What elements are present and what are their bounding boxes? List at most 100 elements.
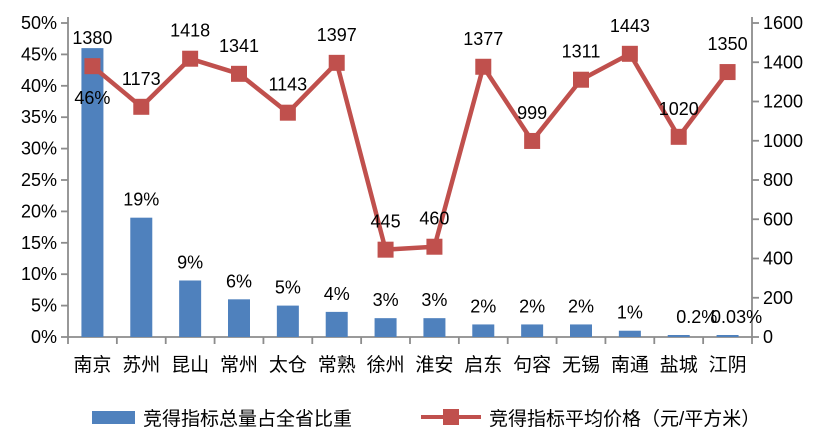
y-tick-label-left: 10% — [21, 264, 57, 284]
line-marker — [621, 45, 638, 62]
x-tick-label: 句容 — [513, 354, 551, 376]
bar — [570, 324, 592, 337]
line-marker — [328, 54, 345, 71]
line-marker — [475, 58, 492, 75]
x-tick-label: 南通 — [611, 354, 649, 376]
y-tick-label-right: 600 — [763, 209, 793, 229]
line-value-label: 1143 — [268, 75, 307, 95]
legend-label-bar-series: 竞得指标总量占全省比重 — [143, 408, 353, 430]
y-tick-label-left: 25% — [21, 170, 57, 190]
line-value-label: 460 — [419, 209, 449, 229]
bar — [179, 280, 202, 337]
bar-value-label: 4% — [324, 284, 350, 304]
line-swatch-marker — [443, 409, 459, 425]
y-tick-label-right: 400 — [763, 249, 793, 269]
bar — [276, 305, 299, 337]
y-tick-label-left: 15% — [21, 233, 57, 253]
line-marker — [573, 71, 589, 88]
bar — [521, 324, 544, 337]
x-tick-label: 苏州 — [122, 354, 160, 376]
x-tick-label: 江阴 — [709, 354, 747, 376]
line-marker — [670, 128, 687, 145]
line-value-label: 445 — [371, 212, 401, 232]
line-value-label: 1397 — [317, 25, 357, 45]
x-tick-label: 徐州 — [367, 354, 405, 376]
combo-chart: 0% 5% 10% 15% 20% 25% 30% 35% 40% 45% 50% 0 200 400 60… — [21, 13, 803, 376]
y-tick-label-right: 1600 — [763, 13, 803, 33]
y-tick-label-left: 35% — [21, 107, 57, 127]
line-marker — [84, 58, 101, 75]
bar — [618, 330, 641, 337]
x-tick-label: 昆山 — [171, 354, 209, 376]
bar-value-label: 1% — [617, 303, 643, 323]
bar-value-label: 2% — [519, 296, 545, 316]
bar-value-label: 0.2% — [676, 307, 717, 327]
bar-value-label: 46% — [74, 88, 110, 108]
line-value-label: 1173 — [122, 69, 161, 89]
line-marker — [279, 104, 296, 121]
line-marker — [719, 64, 736, 81]
line-marker — [133, 98, 150, 115]
line-value-label: 1418 — [170, 21, 210, 41]
bar — [228, 299, 250, 337]
bar — [374, 318, 397, 337]
line-value-label: 1341 — [219, 36, 259, 56]
bar-value-label: 9% — [177, 252, 203, 272]
legend-label-line-series: 竞得指标平均价格（元/平方米） — [489, 408, 761, 430]
bar-series-swatch-icon — [92, 410, 135, 424]
bar — [81, 48, 104, 338]
bar — [472, 324, 495, 337]
bar-value-label: 2% — [568, 296, 594, 316]
x-tick-label: 盐城 — [660, 354, 698, 376]
bar — [423, 318, 446, 337]
y-tick-label-right: 0 — [763, 327, 773, 347]
line-value-label: 1380 — [72, 28, 112, 48]
x-tick-label: 常熟 — [318, 354, 356, 376]
bar-value-label: 5% — [275, 278, 301, 298]
line-marker — [524, 132, 541, 149]
x-tick-label: 南京 — [73, 354, 111, 376]
y-tick-label-right: 1000 — [763, 131, 803, 151]
y-tick-label-left: 45% — [21, 44, 57, 64]
x-tick-label: 淮安 — [415, 354, 453, 376]
bar — [130, 217, 153, 337]
y-tick-label-left: 50% — [21, 13, 57, 33]
line-value-label: 1311 — [562, 42, 601, 62]
bar-value-label: 3% — [373, 290, 399, 310]
line-marker — [377, 241, 394, 258]
line-value-label: 1350 — [708, 34, 748, 54]
y-tick-label-left: 0% — [31, 327, 57, 347]
line-series-swatch-icon — [421, 409, 481, 425]
y-tick-label-right: 200 — [763, 288, 793, 308]
y-tick-label-left: 5% — [31, 296, 57, 316]
y-tick-label-right: 800 — [763, 170, 793, 190]
line-marker — [426, 238, 443, 255]
line-value-label: 999 — [517, 103, 547, 123]
line-value-label: 1020 — [659, 99, 699, 119]
y-tick-label-left: 20% — [21, 201, 57, 221]
x-tick-label: 无锡 — [562, 354, 600, 376]
x-tick-label: 启东 — [464, 354, 502, 376]
line-value-label: 1443 — [610, 16, 650, 36]
y-tick-label-left: 40% — [21, 76, 57, 96]
bar-value-label: 19% — [123, 190, 159, 210]
line-value-label: 1377 — [463, 29, 503, 49]
x-tick-label: 常州 — [220, 354, 258, 376]
y-tick-label-left: 30% — [21, 139, 57, 159]
bar — [716, 335, 739, 337]
y-tick-label-right: 1200 — [763, 92, 803, 112]
bar-value-label: 6% — [226, 271, 252, 291]
legend-item-line-series: 竞得指标平均价格（元/平方米） — [421, 404, 760, 430]
line-marker — [182, 50, 199, 67]
line-marker — [231, 65, 247, 82]
x-tick-label: 太仓 — [269, 354, 307, 376]
bar — [325, 311, 348, 337]
bar-value-label: 3% — [421, 290, 447, 310]
bar — [667, 335, 690, 337]
bar-value-label: 0.03% — [711, 307, 762, 327]
legend-item-bar-series: 竞得指标总量占全省比重 — [92, 404, 352, 430]
line-series-path — [90, 50, 730, 253]
y-tick-label-right: 1400 — [763, 52, 803, 72]
bar-value-label: 2% — [470, 296, 496, 316]
